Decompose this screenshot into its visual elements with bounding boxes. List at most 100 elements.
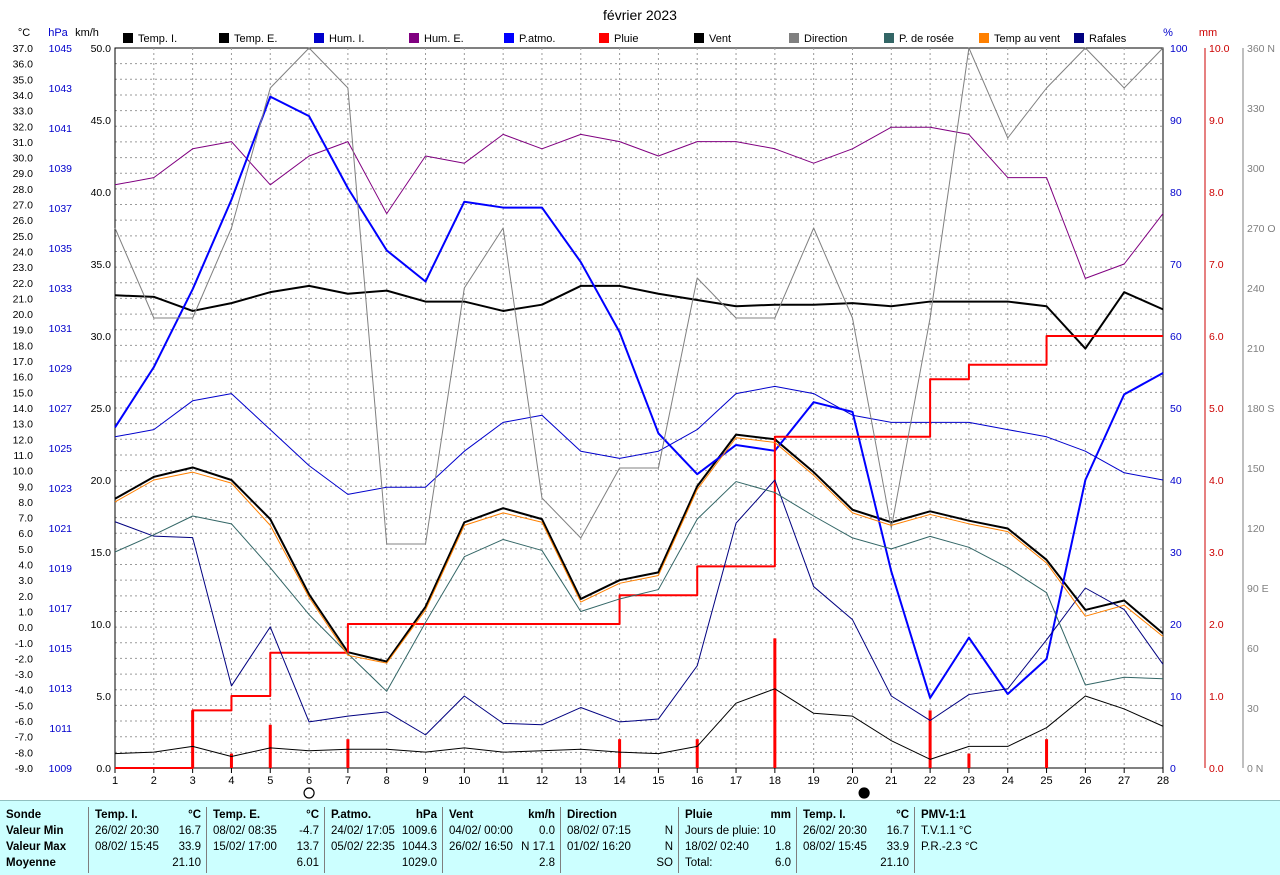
temperature-axis-tick: 27.0: [13, 200, 34, 212]
wind-axis-tick: 45.0: [91, 115, 112, 127]
legend-swatch: [314, 33, 324, 43]
pressure-axis-tick: 1009: [49, 763, 73, 775]
stats-min-date: 24/02/ 17:05: [331, 825, 395, 837]
stats-min-date: 08/02/ 08:35: [213, 825, 277, 837]
series-vent: [114, 688, 1164, 760]
chart-title: février 2023: [603, 7, 677, 23]
stats-title: Vent: [449, 809, 474, 821]
stats-column-pmv: PMV-1:1 T.V.1.1 °C P.R.-2.3 °C: [914, 807, 1031, 873]
rain-axis-tick: 2.0: [1209, 619, 1224, 631]
x-tick-label: 5: [267, 775, 273, 787]
row-label-min: Valeur Min: [6, 825, 64, 837]
x-tick-label: 12: [536, 775, 548, 787]
pressure-axis-label: hPa: [48, 27, 68, 39]
pressure-axis-tick: 1043: [49, 83, 73, 95]
stats-title: P.atmo.: [331, 809, 372, 821]
statistics-footer: Sonde Valeur Min Valeur Max Moyenne Temp…: [0, 800, 1280, 875]
legend-swatch: [409, 33, 419, 43]
stats-max-date: 08/02/ 15:45: [95, 841, 159, 853]
temperature-axis-tick: 5.0: [18, 544, 33, 556]
stats-max-date: P.R.-2.3 °C: [921, 841, 978, 853]
stats-column-ve: Vent km/h 04/02/ 00:00 0.0 26/02/ 16:50 N 17.…: [442, 807, 559, 873]
temperature-axis-tick: 13.0: [13, 419, 34, 431]
rain-axis-tick: 4.0: [1209, 475, 1224, 487]
temperature-axis-tick: -8.0: [15, 747, 33, 759]
wind-axis-tick: 10.0: [91, 619, 112, 631]
wind-axis-tick: 20.0: [91, 475, 112, 487]
stats-unit: °C: [306, 809, 319, 821]
temperature-axis-tick: 18.0: [13, 340, 34, 352]
pressure-axis-tick: 1031: [49, 323, 73, 335]
temperature-axis-tick: 4.0: [18, 560, 33, 572]
x-tick-label: 18: [769, 775, 781, 787]
pressure-axis-tick: 1013: [49, 683, 73, 695]
legend-swatch: [504, 33, 514, 43]
stats-title: Direction: [567, 809, 617, 821]
temperature-axis-tick: 32.0: [13, 121, 34, 133]
stats-column-ti: Temp. I. °C 26/02/ 20:30 16.7 08/02/ 15:45 33…: [88, 807, 205, 873]
rain-axis-tick: 9.0: [1209, 115, 1224, 127]
stats-avg-value: 21.10: [880, 857, 909, 869]
stats-max-value: 1044.3: [401, 841, 437, 853]
stats-max-date: 05/02/ 22:35: [331, 841, 395, 853]
stats-max-value: N 17.1: [521, 841, 555, 853]
temperature-axis-tick: 23.0: [13, 262, 34, 274]
pressure-axis-tick: 1029: [49, 363, 73, 375]
series-temp-au-vent: [114, 437, 1164, 664]
series-hum-e-: [114, 126, 1164, 279]
stats-min-date: 04/02/ 00:00: [449, 825, 513, 837]
series-direction: [114, 47, 1164, 545]
temperature-axis-label: °C: [18, 27, 30, 39]
stats-column-pa: P.atmo. hPa 24/02/ 17:05 1009.6 05/02/ 22:35…: [324, 807, 441, 873]
stats-unit: °C: [188, 809, 201, 821]
stats-title: Temp. I.: [803, 809, 846, 821]
rain-axis-tick: 6.0: [1209, 331, 1224, 343]
x-tick-label: 22: [924, 775, 936, 787]
full-moon-icon: [303, 787, 315, 799]
rain-axis-tick: 8.0: [1209, 187, 1224, 199]
stats-min-date: 26/02/ 20:30: [803, 825, 867, 837]
row-label-avg: Moyenne: [6, 857, 56, 869]
stats-max-date: 18/02/ 02:40: [685, 841, 749, 853]
legend-entry: Hum. E.: [424, 33, 464, 45]
x-tick-label: 13: [575, 775, 587, 787]
temperature-axis-tick: 35.0: [13, 74, 34, 86]
temperature-axis-tick: 36.0: [13, 59, 34, 71]
legend-entry: Hum. I.: [329, 33, 364, 45]
x-tick-label: 24: [1002, 775, 1014, 787]
pressure-axis-tick: 1037: [49, 203, 73, 215]
pressure-axis-tick: 1035: [49, 243, 73, 255]
humidity-axis-tick: 70: [1170, 259, 1182, 271]
x-tick-label: 16: [691, 775, 703, 787]
direction-axis-tick: 240: [1247, 283, 1265, 295]
series-pluie: [115, 335, 1163, 769]
temperature-axis-tick: 21.0: [13, 293, 34, 305]
stats-avg-value: SO: [656, 857, 673, 869]
chart-grid: [114, 47, 1164, 769]
legend-entry: Rafales: [1089, 33, 1127, 45]
direction-axis-tick: 330: [1247, 103, 1265, 115]
temperature-axis-tick: 30.0: [13, 153, 34, 165]
legend-entry: Temp. I.: [138, 33, 177, 45]
stats-min-value: N: [664, 825, 673, 837]
stats-min-date: 08/02/ 07:15: [567, 825, 631, 837]
wind-axis-tick: 15.0: [91, 547, 112, 559]
temperature-axis-tick: 26.0: [13, 215, 34, 227]
legend-swatch: [884, 33, 894, 43]
x-tick-label: 2: [151, 775, 157, 787]
temperature-axis-tick: 20.0: [13, 309, 34, 321]
temperature-axis-tick: 7.0: [18, 513, 33, 525]
direction-axis-tick: 270 O: [1247, 223, 1276, 235]
stats-avg-value: 1029.0: [401, 857, 437, 869]
x-tick-label: 25: [1040, 775, 1052, 787]
humidity-axis-tick: 10: [1170, 691, 1182, 703]
pressure-axis-tick: 1019: [49, 563, 73, 575]
direction-axis-tick: 0 N: [1247, 763, 1263, 775]
humidity-axis-tick: 20: [1170, 619, 1182, 631]
temperature-axis-tick: 25.0: [13, 231, 34, 243]
temperature-axis-tick: 3.0: [18, 575, 33, 587]
rain-axis-tick: 3.0: [1209, 547, 1224, 559]
legend-swatch: [1074, 33, 1084, 43]
direction-axis-tick: 300: [1247, 163, 1265, 175]
legend-entry: P. de rosée: [899, 33, 954, 45]
